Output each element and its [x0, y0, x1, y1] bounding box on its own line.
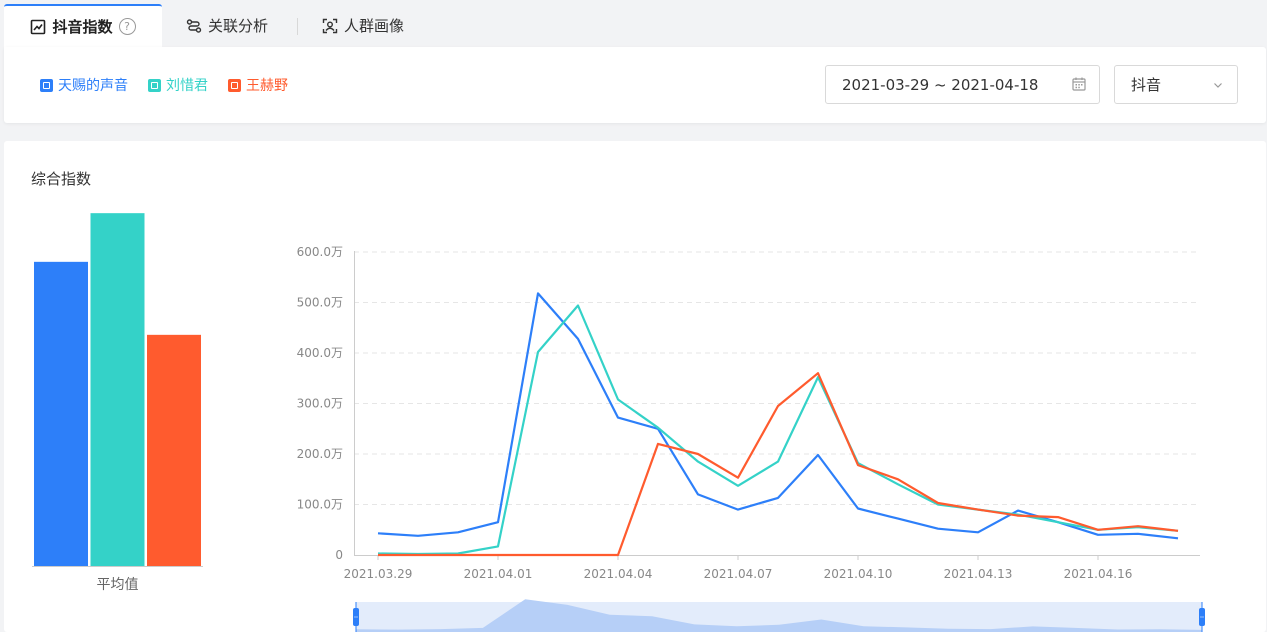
- help-icon[interactable]: ?: [118, 18, 136, 35]
- y-tick-label: 500.0万: [297, 296, 343, 310]
- y-tick-label: 100.0万: [297, 498, 343, 512]
- y-tick-label: 600.0万: [297, 245, 343, 259]
- y-tick-label: 400.0万: [297, 346, 343, 360]
- x-tick-label: 2021.04.04: [584, 567, 653, 581]
- x-tick-label: 2021.04.01: [464, 567, 533, 581]
- tab-douyin-index-label: 抖音指数: [52, 18, 113, 36]
- average-bar-chart: 平均值: [32, 213, 203, 593]
- chevron-down-icon: [1214, 83, 1222, 88]
- platform-value: 抖音: [1131, 76, 1162, 94]
- average-bar: [90, 213, 145, 566]
- chart-panel: 综合指数 平均值 0 100.0万 200.0万 300.0万 400.0万 500.0万…: [4, 141, 1266, 632]
- average-bar: [147, 334, 201, 566]
- x-tick-label: 2021.04.13: [944, 567, 1013, 581]
- legend-item-blue[interactable]: 天赐的声音: [40, 75, 128, 95]
- average-bar: [34, 261, 88, 566]
- x-tick-label: 2021.04.16: [1064, 567, 1133, 581]
- x-tick-label: 2021.03.29: [344, 567, 413, 581]
- x-tick-label: 2021.04.10: [824, 567, 893, 581]
- tab-douyin-index[interactable]: 抖音指数 ?: [4, 4, 162, 47]
- y-tick-label: 0: [335, 548, 343, 562]
- legend-label: 王赫野: [246, 78, 288, 94]
- checkbox-icon: [148, 78, 161, 92]
- user-scan-icon: [322, 18, 338, 33]
- bar-category-label: 平均值: [97, 577, 139, 593]
- date-range-value: 2021-03-29 ~ 2021-04-18: [842, 75, 1039, 94]
- filter-panel: 天赐的声音 刘惜君 王赫野 2021-03-29 ~ 2021-04-18 抖音: [4, 47, 1266, 123]
- legend-item-orange[interactable]: 王赫野: [228, 75, 288, 95]
- tab-audience-profile[interactable]: 人群画像: [322, 4, 404, 47]
- series-line: [377, 292, 1179, 540]
- line-chart: 0 100.0万 200.0万 300.0万 400.0万 500.0万 600.0万 202…: [297, 245, 1200, 581]
- x-tick-label: 2021.04.07: [704, 567, 773, 581]
- legend-label: 天赐的声音: [58, 78, 128, 94]
- checkbox-icon: [40, 78, 53, 92]
- tab-relation-analysis-label: 关联分析: [208, 17, 269, 35]
- trend-icon: [31, 19, 46, 34]
- zoom-preview-area: [356, 599, 1202, 632]
- platform-select[interactable]: 抖音: [1114, 65, 1238, 104]
- tab-audience-profile-label: 人群画像: [344, 17, 405, 35]
- tab-divider: [297, 18, 298, 35]
- calendar-icon: [1072, 77, 1086, 91]
- tab-relation-analysis[interactable]: 关联分析: [186, 4, 268, 47]
- relation-icon: [186, 18, 202, 33]
- data-zoom-slider: [353, 599, 1205, 632]
- y-tick-label: 300.0万: [297, 397, 343, 411]
- series-legend: 天赐的声音 刘惜君 王赫野: [40, 75, 308, 95]
- legend-item-teal[interactable]: 刘惜君: [148, 75, 208, 95]
- series-line: [377, 304, 1179, 556]
- series-line: [378, 372, 1179, 557]
- y-tick-label: 200.0万: [297, 447, 343, 461]
- panel-title: 综合指数: [31, 170, 92, 188]
- tab-bar: 抖音指数 ? 关联分析 人群画像: [0, 0, 1267, 47]
- legend-label: 刘惜君: [166, 78, 208, 94]
- date-range-picker[interactable]: 2021-03-29 ~ 2021-04-18: [825, 65, 1100, 104]
- chart-canvas: 平均值 0 100.0万 200.0万 300.0万 400.0万 500.0万 600.0…: [32, 213, 1205, 632]
- checkbox-icon: [228, 78, 241, 92]
